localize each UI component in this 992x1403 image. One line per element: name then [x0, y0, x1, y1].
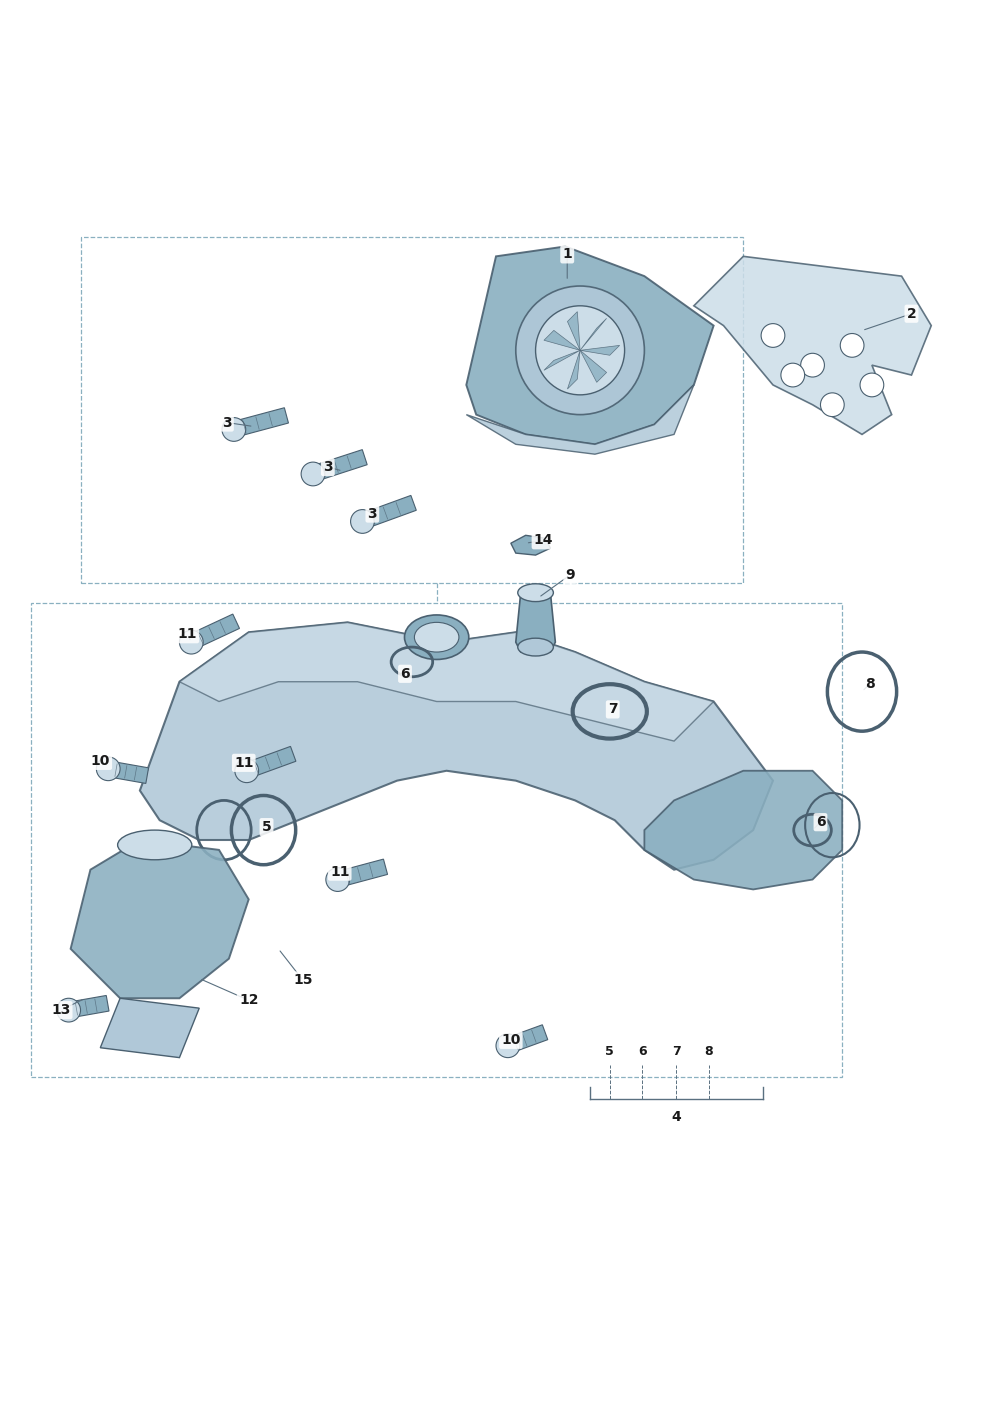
Polygon shape [466, 247, 713, 445]
Circle shape [302, 462, 324, 485]
Polygon shape [180, 623, 713, 741]
Ellipse shape [518, 638, 554, 657]
Polygon shape [100, 999, 199, 1058]
Text: 12: 12 [239, 993, 259, 1007]
Text: 3: 3 [323, 460, 332, 474]
Text: 3: 3 [367, 506, 377, 521]
Polygon shape [580, 318, 607, 351]
Circle shape [761, 324, 785, 348]
Circle shape [180, 630, 203, 654]
Text: 9: 9 [565, 568, 575, 582]
Circle shape [840, 334, 864, 358]
Circle shape [801, 354, 824, 377]
Circle shape [536, 306, 625, 394]
Polygon shape [505, 1024, 548, 1054]
Polygon shape [645, 770, 842, 890]
Text: 10: 10 [90, 753, 110, 767]
Text: 13: 13 [51, 1003, 70, 1017]
Polygon shape [140, 623, 773, 870]
Polygon shape [70, 840, 249, 999]
Circle shape [96, 756, 120, 780]
Text: 6: 6 [815, 815, 825, 829]
Text: 7: 7 [608, 703, 618, 717]
Circle shape [516, 286, 645, 415]
Text: 5: 5 [262, 821, 272, 835]
Text: 2: 2 [907, 307, 917, 321]
Polygon shape [335, 859, 388, 887]
Polygon shape [187, 615, 239, 650]
Circle shape [781, 363, 805, 387]
Polygon shape [232, 408, 289, 438]
Text: 3: 3 [222, 415, 232, 429]
Polygon shape [67, 996, 109, 1019]
Text: 5: 5 [605, 1045, 614, 1058]
Polygon shape [360, 495, 417, 529]
Text: 6: 6 [400, 666, 410, 680]
Polygon shape [567, 311, 580, 351]
Polygon shape [107, 760, 149, 783]
Text: 4: 4 [672, 1110, 681, 1124]
Polygon shape [567, 351, 580, 389]
Text: 11: 11 [234, 756, 254, 770]
Polygon shape [310, 449, 367, 481]
Ellipse shape [405, 615, 469, 659]
Ellipse shape [415, 623, 459, 652]
Text: 1: 1 [562, 247, 572, 261]
Circle shape [496, 1034, 520, 1058]
Polygon shape [693, 257, 931, 435]
Polygon shape [244, 746, 296, 779]
Text: 7: 7 [672, 1045, 681, 1058]
Circle shape [350, 509, 374, 533]
Polygon shape [544, 351, 580, 370]
Polygon shape [511, 536, 551, 556]
Ellipse shape [518, 584, 554, 602]
Text: 11: 11 [330, 864, 349, 878]
Polygon shape [580, 345, 620, 355]
Circle shape [235, 759, 259, 783]
Text: 10: 10 [501, 1033, 521, 1047]
Polygon shape [516, 592, 556, 652]
Circle shape [860, 373, 884, 397]
Text: 6: 6 [638, 1045, 647, 1058]
Text: 8: 8 [704, 1045, 713, 1058]
Polygon shape [466, 384, 693, 455]
Polygon shape [580, 351, 607, 383]
Text: 8: 8 [865, 676, 875, 690]
Polygon shape [544, 330, 580, 351]
Circle shape [222, 418, 246, 442]
Circle shape [57, 999, 80, 1021]
Ellipse shape [118, 831, 191, 860]
Circle shape [820, 393, 844, 417]
Circle shape [325, 867, 349, 891]
Text: 14: 14 [534, 533, 554, 547]
Text: 15: 15 [294, 974, 312, 988]
Text: 11: 11 [178, 627, 197, 641]
